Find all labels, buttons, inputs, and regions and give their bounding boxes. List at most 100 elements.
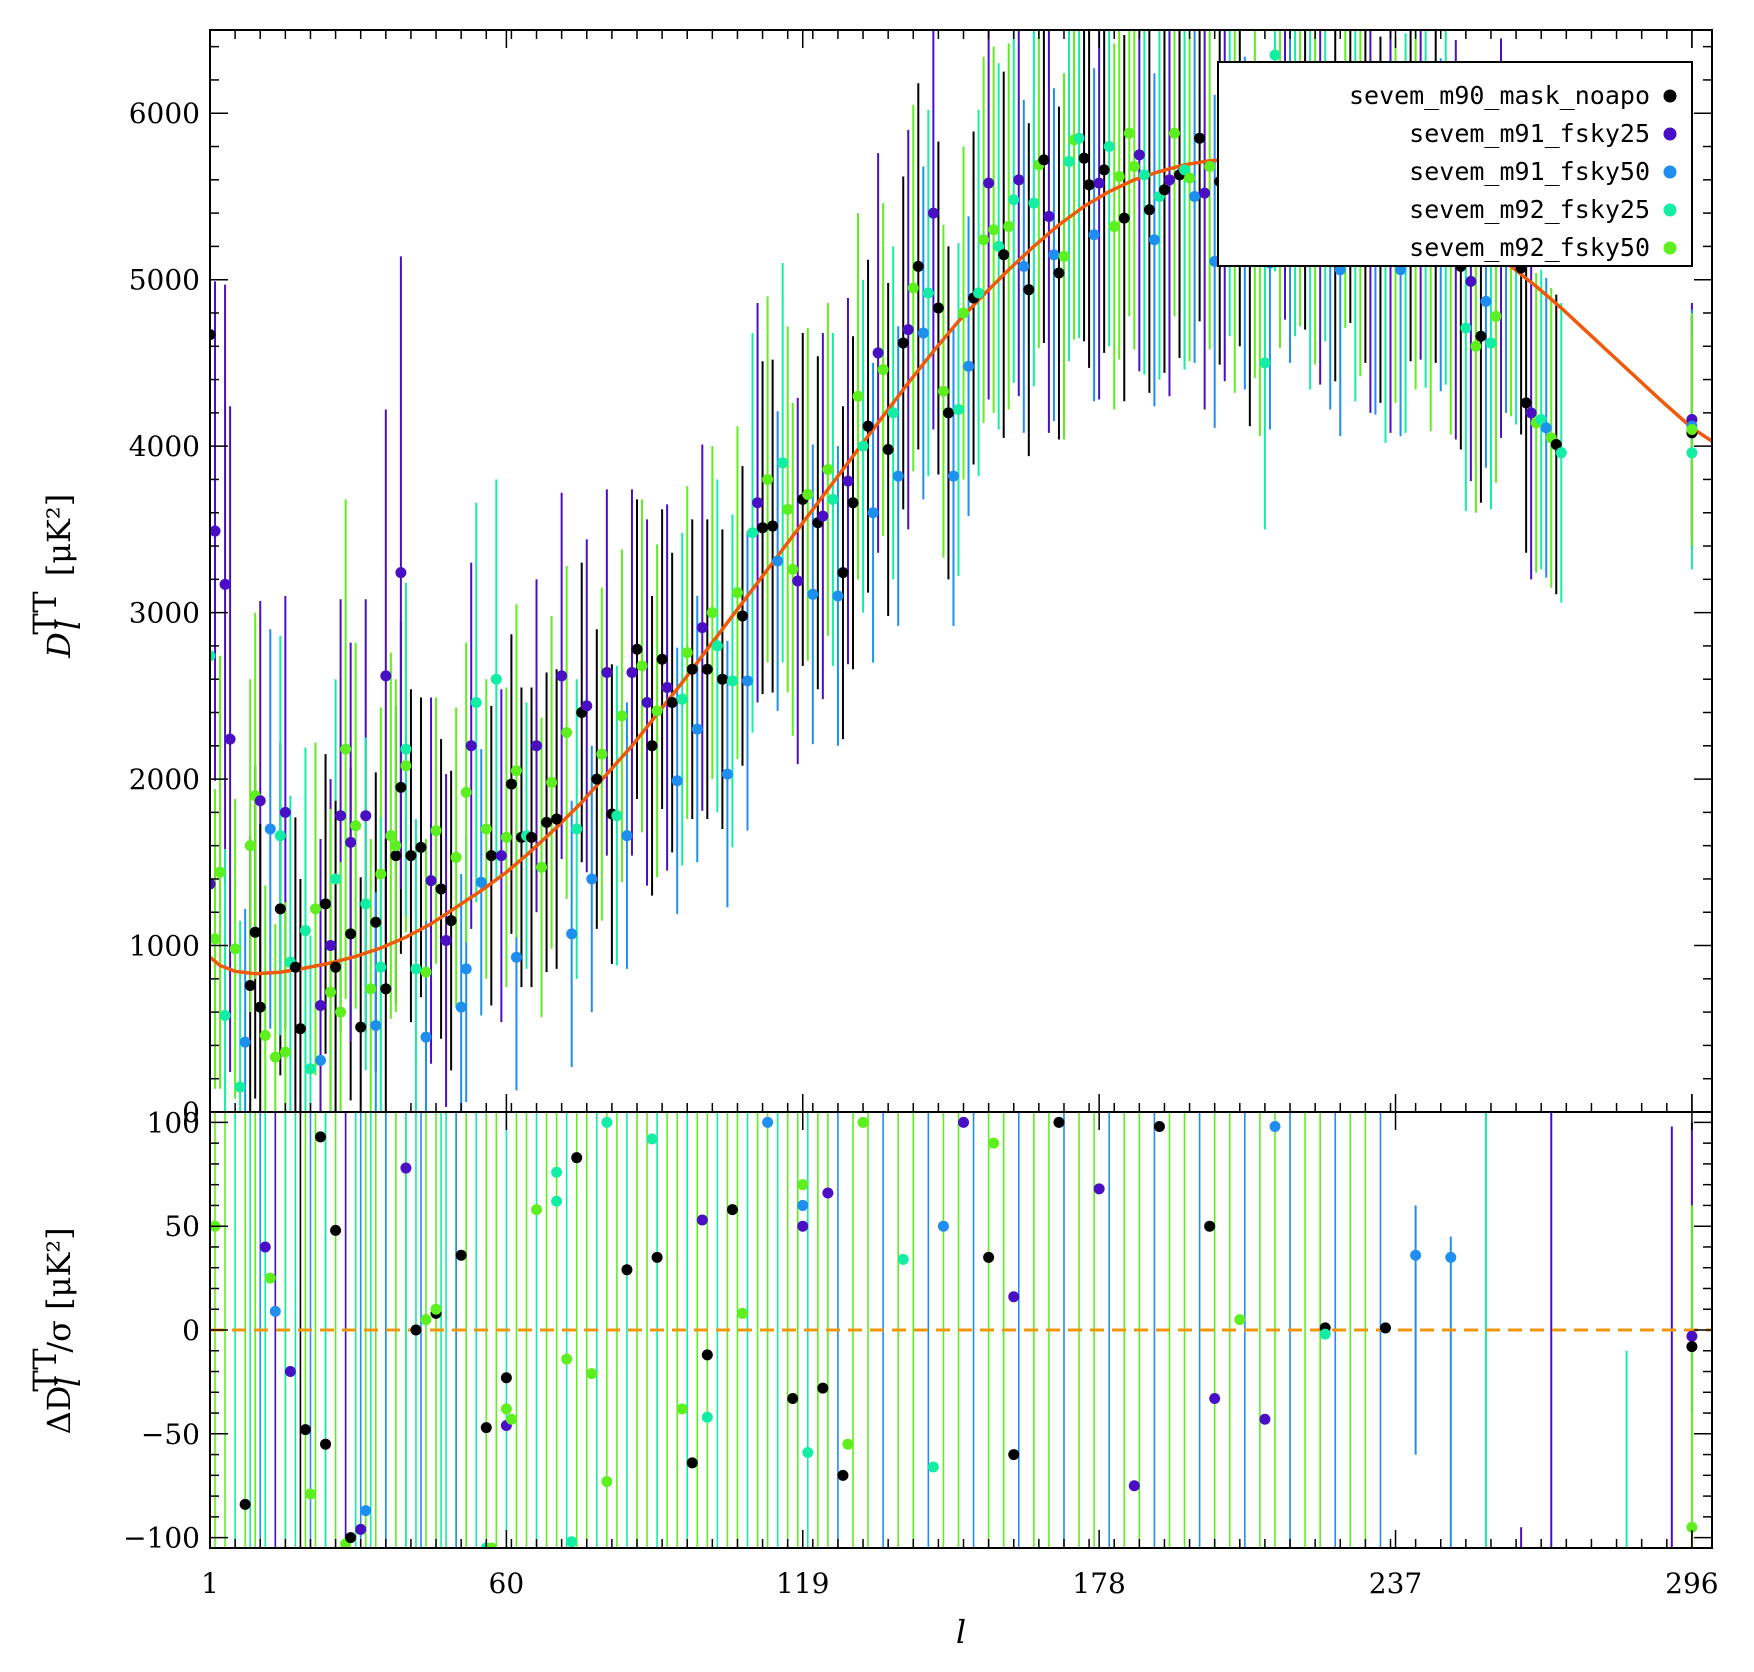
top-point-sevem_m92_fsky50: [420, 966, 432, 978]
top-point-sevem_m92_fsky50: [259, 1029, 271, 1041]
top-point-sevem_m92_fsky25: [777, 457, 789, 469]
top-point-sevem_m92_fsky50: [214, 866, 226, 878]
bottom-point-sevem_m91_fsky50: [1445, 1251, 1457, 1263]
top-point-sevem_m92_fsky25: [1138, 169, 1150, 181]
top-point-sevem_m90_mask_noapo: [289, 961, 301, 973]
top-point-sevem_m92_fsky50: [802, 488, 814, 500]
bottom-point-sevem_m92_fsky50: [586, 1368, 598, 1380]
top-point-sevem_m90_mask_noapo: [701, 663, 713, 675]
top-point-sevem_m91_fsky50: [264, 823, 276, 835]
bottom-point-sevem_m91_fsky50: [762, 1116, 774, 1128]
top-point-sevem_m91_fsky25: [817, 510, 829, 522]
bottom-point-sevem_m91_fsky50: [360, 1505, 372, 1517]
bottom-point-sevem_m90_mask_noapo: [1053, 1116, 1065, 1128]
x-tick-label: 1: [201, 1567, 219, 1600]
top-point-sevem_m90_mask_noapo: [897, 337, 909, 349]
top-point-sevem_m91_fsky25: [927, 207, 939, 219]
top-point-sevem_m92_fsky50: [210, 933, 221, 945]
top-point-sevem_m92_fsky50: [510, 765, 522, 777]
top-ytick-label: 0: [182, 1096, 200, 1129]
top-point-sevem_m91_fsky25: [1465, 275, 1477, 287]
top-point-sevem_m90_mask_noapo: [591, 773, 603, 785]
bottom-point-sevem_m92_fsky50: [531, 1204, 543, 1216]
bottom-point-sevem_m92_fsky50: [736, 1307, 748, 1319]
top-point-sevem_m92_fsky50: [1184, 172, 1196, 184]
bottom-point-sevem_m92_fsky25: [927, 1461, 939, 1473]
top-point-sevem_m92_fsky25: [210, 650, 216, 662]
bottom-ytick-label: 0: [182, 1314, 200, 1347]
top-point-sevem_m90_mask_noapo: [254, 1001, 266, 1013]
top-point-sevem_m92_fsky50: [1003, 220, 1015, 232]
top-point-sevem_m92_fsky25: [410, 963, 422, 975]
top-point-sevem_m90_mask_noapo: [330, 961, 342, 973]
top-point-sevem_m91_fsky25: [440, 935, 452, 947]
bottom-point-sevem_m92_fsky50: [500, 1403, 512, 1415]
bottom-point-sevem_m91_fsky25: [1686, 1330, 1698, 1342]
top-point-sevem_m92_fsky25: [922, 287, 934, 299]
top-point-sevem_m92_fsky25: [1269, 49, 1281, 61]
top-point-sevem_m92_fsky50: [1470, 340, 1482, 352]
top-point-sevem_m91_fsky25: [465, 740, 477, 752]
bottom-point-sevem_m90_mask_noapo: [480, 1422, 492, 1434]
top-point-sevem_m92_fsky50: [877, 364, 889, 376]
top-point-sevem_m91_fsky25: [495, 850, 507, 862]
top-point-sevem_m90_mask_noapo: [405, 850, 417, 862]
bottom-point-sevem_m90_mask_noapo: [621, 1264, 633, 1276]
top-point-sevem_m91_fsky50: [1018, 260, 1030, 272]
bottom-point-sevem_m91_fsky50: [797, 1199, 809, 1211]
top-point-sevem_m90_mask_noapo: [395, 781, 407, 793]
top-point-sevem_m91_fsky25: [531, 740, 543, 752]
top-point-sevem_m92_fsky25: [234, 1081, 246, 1093]
top-point-sevem_m92_fsky25: [857, 440, 869, 452]
top-point-sevem_m92_fsky25: [1686, 447, 1698, 459]
bottom-point-sevem_m90_mask_noapo: [686, 1457, 698, 1469]
top-point-sevem_m92_fsky50: [500, 831, 512, 843]
bottom-point-sevem_m91_fsky25: [958, 1116, 970, 1128]
top-point-sevem_m90_mask_noapo: [716, 673, 728, 685]
bottom-point-sevem_m90_mask_noapo: [455, 1249, 467, 1261]
bottom-point-sevem_m90_mask_noapo: [1686, 1341, 1698, 1353]
top-point-sevem_m90_mask_noapo: [1118, 212, 1130, 224]
bottom-ytick-label: 50: [164, 1210, 200, 1243]
x-axis-label: l: [956, 1613, 966, 1651]
top-point-sevem_m91_fsky25: [1043, 210, 1055, 222]
top-point-sevem_m90_mask_noapo: [390, 850, 402, 862]
top-ylabel-sup: TT: [26, 591, 64, 635]
top-point-sevem_m91_fsky50: [892, 470, 904, 482]
top-point-sevem_m92_fsky50: [335, 1006, 347, 1018]
top-point-sevem_m91_fsky25: [425, 875, 437, 887]
top-point-sevem_m92_fsky25: [726, 675, 738, 687]
top-point-sevem_m91_fsky25: [902, 324, 914, 336]
top-point-sevem_m92_fsky25: [611, 810, 623, 822]
bottom-point-sevem_m91_fsky25: [1209, 1393, 1221, 1405]
bottom-point-sevem_m92_fsky25: [601, 1116, 613, 1128]
top-point-sevem_m92_fsky50: [375, 868, 387, 880]
top-point-sevem_m91_fsky50: [566, 928, 578, 940]
top-point-sevem_m92_fsky50: [937, 385, 949, 397]
top-point-sevem_m91_fsky25: [254, 795, 266, 807]
bottom-point-sevem_m92_fsky50: [264, 1272, 276, 1284]
top-point-sevem_m91_fsky25: [1013, 174, 1025, 186]
top-point-sevem_m90_mask_noapo: [862, 420, 874, 432]
top-point-sevem_m91_fsky25: [360, 810, 372, 822]
top-point-sevem_m91_fsky25: [581, 700, 593, 712]
top-point-sevem_m91_fsky50: [721, 768, 733, 780]
bottom-point-sevem_m92_fsky50: [797, 1179, 809, 1191]
top-point-sevem_m90_mask_noapo: [847, 497, 859, 509]
bottom-point-sevem_m91_fsky25: [400, 1162, 412, 1174]
top-point-sevem_m92_fsky25: [973, 287, 985, 299]
top-point-sevem_m91_fsky50: [1148, 234, 1160, 246]
top-point-sevem_m91_fsky50: [917, 327, 929, 339]
top-point-sevem_m92_fsky25: [676, 693, 688, 705]
bottom-point-sevem_m92_fsky50: [505, 1413, 517, 1425]
top-point-sevem_m90_mask_noapo: [1023, 284, 1035, 296]
top-point-sevem_m92_fsky50: [731, 587, 743, 599]
bottom-ytick-label: −100: [123, 1522, 200, 1555]
bottom-point-sevem_m92_fsky50: [304, 1488, 316, 1500]
top-point-sevem_m92_fsky25: [470, 697, 482, 709]
top-point-sevem_m91_fsky25: [983, 177, 995, 189]
top-point-sevem_m92_fsky50: [390, 840, 402, 852]
top-point-sevem_m90_mask_noapo: [415, 841, 427, 853]
